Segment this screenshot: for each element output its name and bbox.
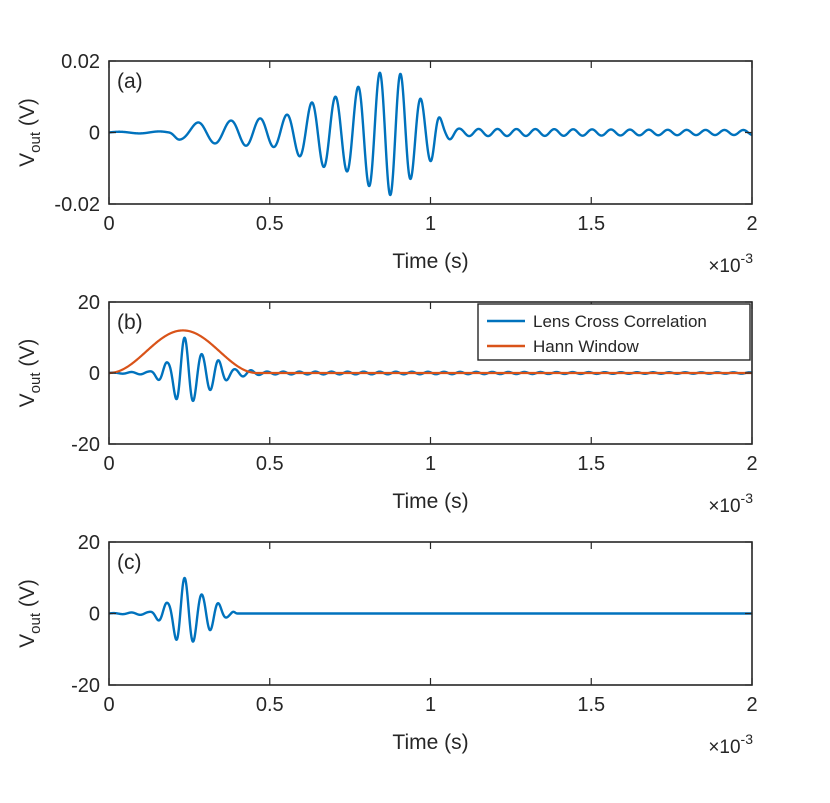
x-tick-label: 2 (746, 453, 757, 475)
legend-entry: Hann Window (533, 337, 640, 356)
series-line-blue-0 (109, 576, 752, 643)
plot-area (109, 71, 752, 197)
x-tick-label: 1 (425, 213, 436, 235)
x-tick-label: 1 (425, 694, 436, 716)
y-tick-label: -20 (71, 434, 100, 456)
y-axis-label: Vout (V) (16, 579, 44, 648)
x-multiplier: ×10-3 (708, 490, 753, 517)
x-tick-label: 1 (425, 453, 436, 475)
x-tick-label: 2 (746, 213, 757, 235)
y-tick-label: 0 (89, 363, 100, 385)
x-axis-label: Time (s) (392, 731, 468, 754)
plot-area (109, 576, 752, 643)
x-tick-label: 0.5 (256, 694, 284, 716)
x-tick-label: 0.5 (256, 213, 284, 235)
x-tick-label: 0 (103, 453, 114, 475)
panel-label: (a) (117, 70, 143, 93)
y-axis-label: Vout (V) (16, 98, 44, 167)
x-tick-label: 0 (103, 213, 114, 235)
x-tick-label: 1.5 (577, 213, 605, 235)
x-tick-label: 2 (746, 694, 757, 716)
plot-area (109, 329, 752, 403)
x-multiplier: ×10-3 (708, 250, 753, 277)
y-tick-label: 0 (89, 123, 100, 145)
x-multiplier: ×10-3 (708, 731, 753, 758)
legend: Lens Cross Correlation Hann Window (477, 303, 751, 361)
x-tick-label: 0 (103, 694, 114, 716)
x-tick-label: 1.5 (577, 694, 605, 716)
y-tick-label: 0.02 (61, 51, 100, 73)
x-tick-label: 1.5 (577, 453, 605, 475)
y-tick-label: -20 (71, 675, 100, 697)
x-axis-label: Time (s) (392, 490, 468, 513)
panel-label: (c) (117, 551, 142, 574)
legend-entry: Lens Cross Correlation (533, 312, 707, 331)
y-tick-label: 0 (89, 604, 100, 626)
y-tick-label: -0.02 (54, 194, 100, 216)
y-tick-label: 20 (78, 532, 100, 554)
x-tick-label: 0.5 (256, 453, 284, 475)
y-tick-label: 20 (78, 292, 100, 314)
panel-label: (b) (117, 311, 143, 334)
series-line-hann-window (109, 329, 752, 375)
x-axis-label: Time (s) (392, 250, 468, 273)
series-line-blue-0 (109, 71, 752, 197)
y-axis-label: Vout (V) (16, 339, 44, 408)
